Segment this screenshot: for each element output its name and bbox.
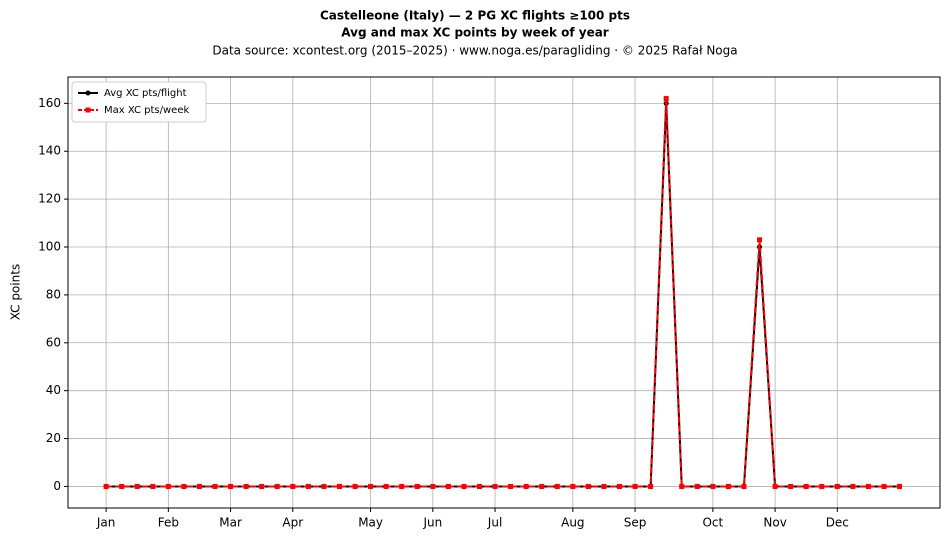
y-tick-label: 80 — [46, 287, 61, 301]
marker — [352, 483, 358, 489]
marker — [243, 483, 249, 489]
x-tick-label: Apr — [282, 516, 303, 530]
chart-subtitle: Avg and max XC points by week of year — [341, 26, 609, 40]
y-tick-label: 100 — [38, 240, 61, 254]
marker — [881, 483, 887, 489]
legend-marker — [85, 107, 91, 113]
marker — [461, 483, 467, 489]
marker — [725, 483, 731, 489]
marker — [165, 483, 171, 489]
marker — [850, 483, 856, 489]
marker — [585, 483, 591, 489]
marker — [694, 483, 700, 489]
marker — [134, 483, 140, 489]
x-tick-label: Dec — [826, 516, 849, 530]
marker — [710, 483, 716, 489]
y-tick-label: 160 — [38, 96, 61, 110]
marker — [212, 483, 218, 489]
marker — [274, 483, 280, 489]
x-tick-label: Nov — [763, 516, 786, 530]
marker — [305, 483, 311, 489]
marker — [834, 483, 840, 489]
y-tick-label: 140 — [38, 144, 61, 158]
x-tick-label: Jan — [96, 516, 116, 530]
plot-frame — [67, 76, 941, 509]
marker — [383, 483, 389, 489]
marker — [788, 483, 794, 489]
x-tick-label: Jul — [487, 516, 502, 530]
marker — [445, 483, 451, 489]
marker — [181, 483, 187, 489]
marker — [865, 483, 871, 489]
marker — [539, 483, 545, 489]
marker — [819, 483, 825, 489]
marker — [772, 483, 778, 489]
marker — [476, 483, 482, 489]
marker — [150, 483, 156, 489]
marker — [648, 483, 654, 489]
x-tick-label: Feb — [158, 516, 179, 530]
legend-marker — [85, 90, 91, 96]
legend-box — [71, 81, 207, 123]
marker — [492, 483, 498, 489]
marker — [570, 483, 576, 489]
marker — [897, 483, 903, 489]
marker — [321, 483, 327, 489]
marker — [336, 483, 342, 489]
x-tick-label: Aug — [561, 516, 584, 530]
series-line — [106, 98, 900, 488]
marker — [803, 483, 809, 489]
marker — [103, 483, 109, 489]
marker — [430, 483, 436, 489]
marker — [663, 96, 669, 102]
marker — [368, 483, 374, 489]
marker — [399, 483, 405, 489]
marker — [741, 483, 747, 489]
marker — [679, 483, 685, 489]
marker — [757, 237, 763, 243]
legend-label: Max XC pts/week — [104, 105, 189, 116]
y-tick-label: 20 — [46, 431, 61, 445]
x-tick-label: May — [358, 516, 383, 530]
marker — [228, 483, 234, 489]
x-tick-label: Jun — [422, 516, 442, 530]
marker — [414, 483, 420, 489]
marker — [259, 483, 265, 489]
legend-label: Avg XC pts/flight — [104, 88, 187, 99]
y-tick-label: 60 — [46, 335, 61, 349]
chart-title: Castelleone (Italy) — 2 PG XC flights ≥1… — [320, 9, 630, 23]
marker — [601, 483, 607, 489]
x-tick-label: Oct — [702, 516, 723, 530]
marker — [523, 483, 529, 489]
y-tick-label: 0 — [53, 479, 61, 493]
marker — [617, 483, 623, 489]
chart-source: Data source: xcontest.org (2015–2025) · … — [212, 44, 737, 58]
marker — [119, 483, 125, 489]
marker — [196, 483, 202, 489]
x-tick-label: Sep — [624, 516, 647, 530]
y-tick-label: 120 — [38, 192, 61, 206]
marker — [290, 483, 296, 489]
y-tick-label: 40 — [46, 383, 61, 397]
marker — [508, 483, 514, 489]
y-axis-label: XC points — [9, 264, 23, 320]
marker — [554, 483, 560, 489]
marker — [632, 483, 638, 489]
x-tick-label: Mar — [219, 516, 242, 530]
